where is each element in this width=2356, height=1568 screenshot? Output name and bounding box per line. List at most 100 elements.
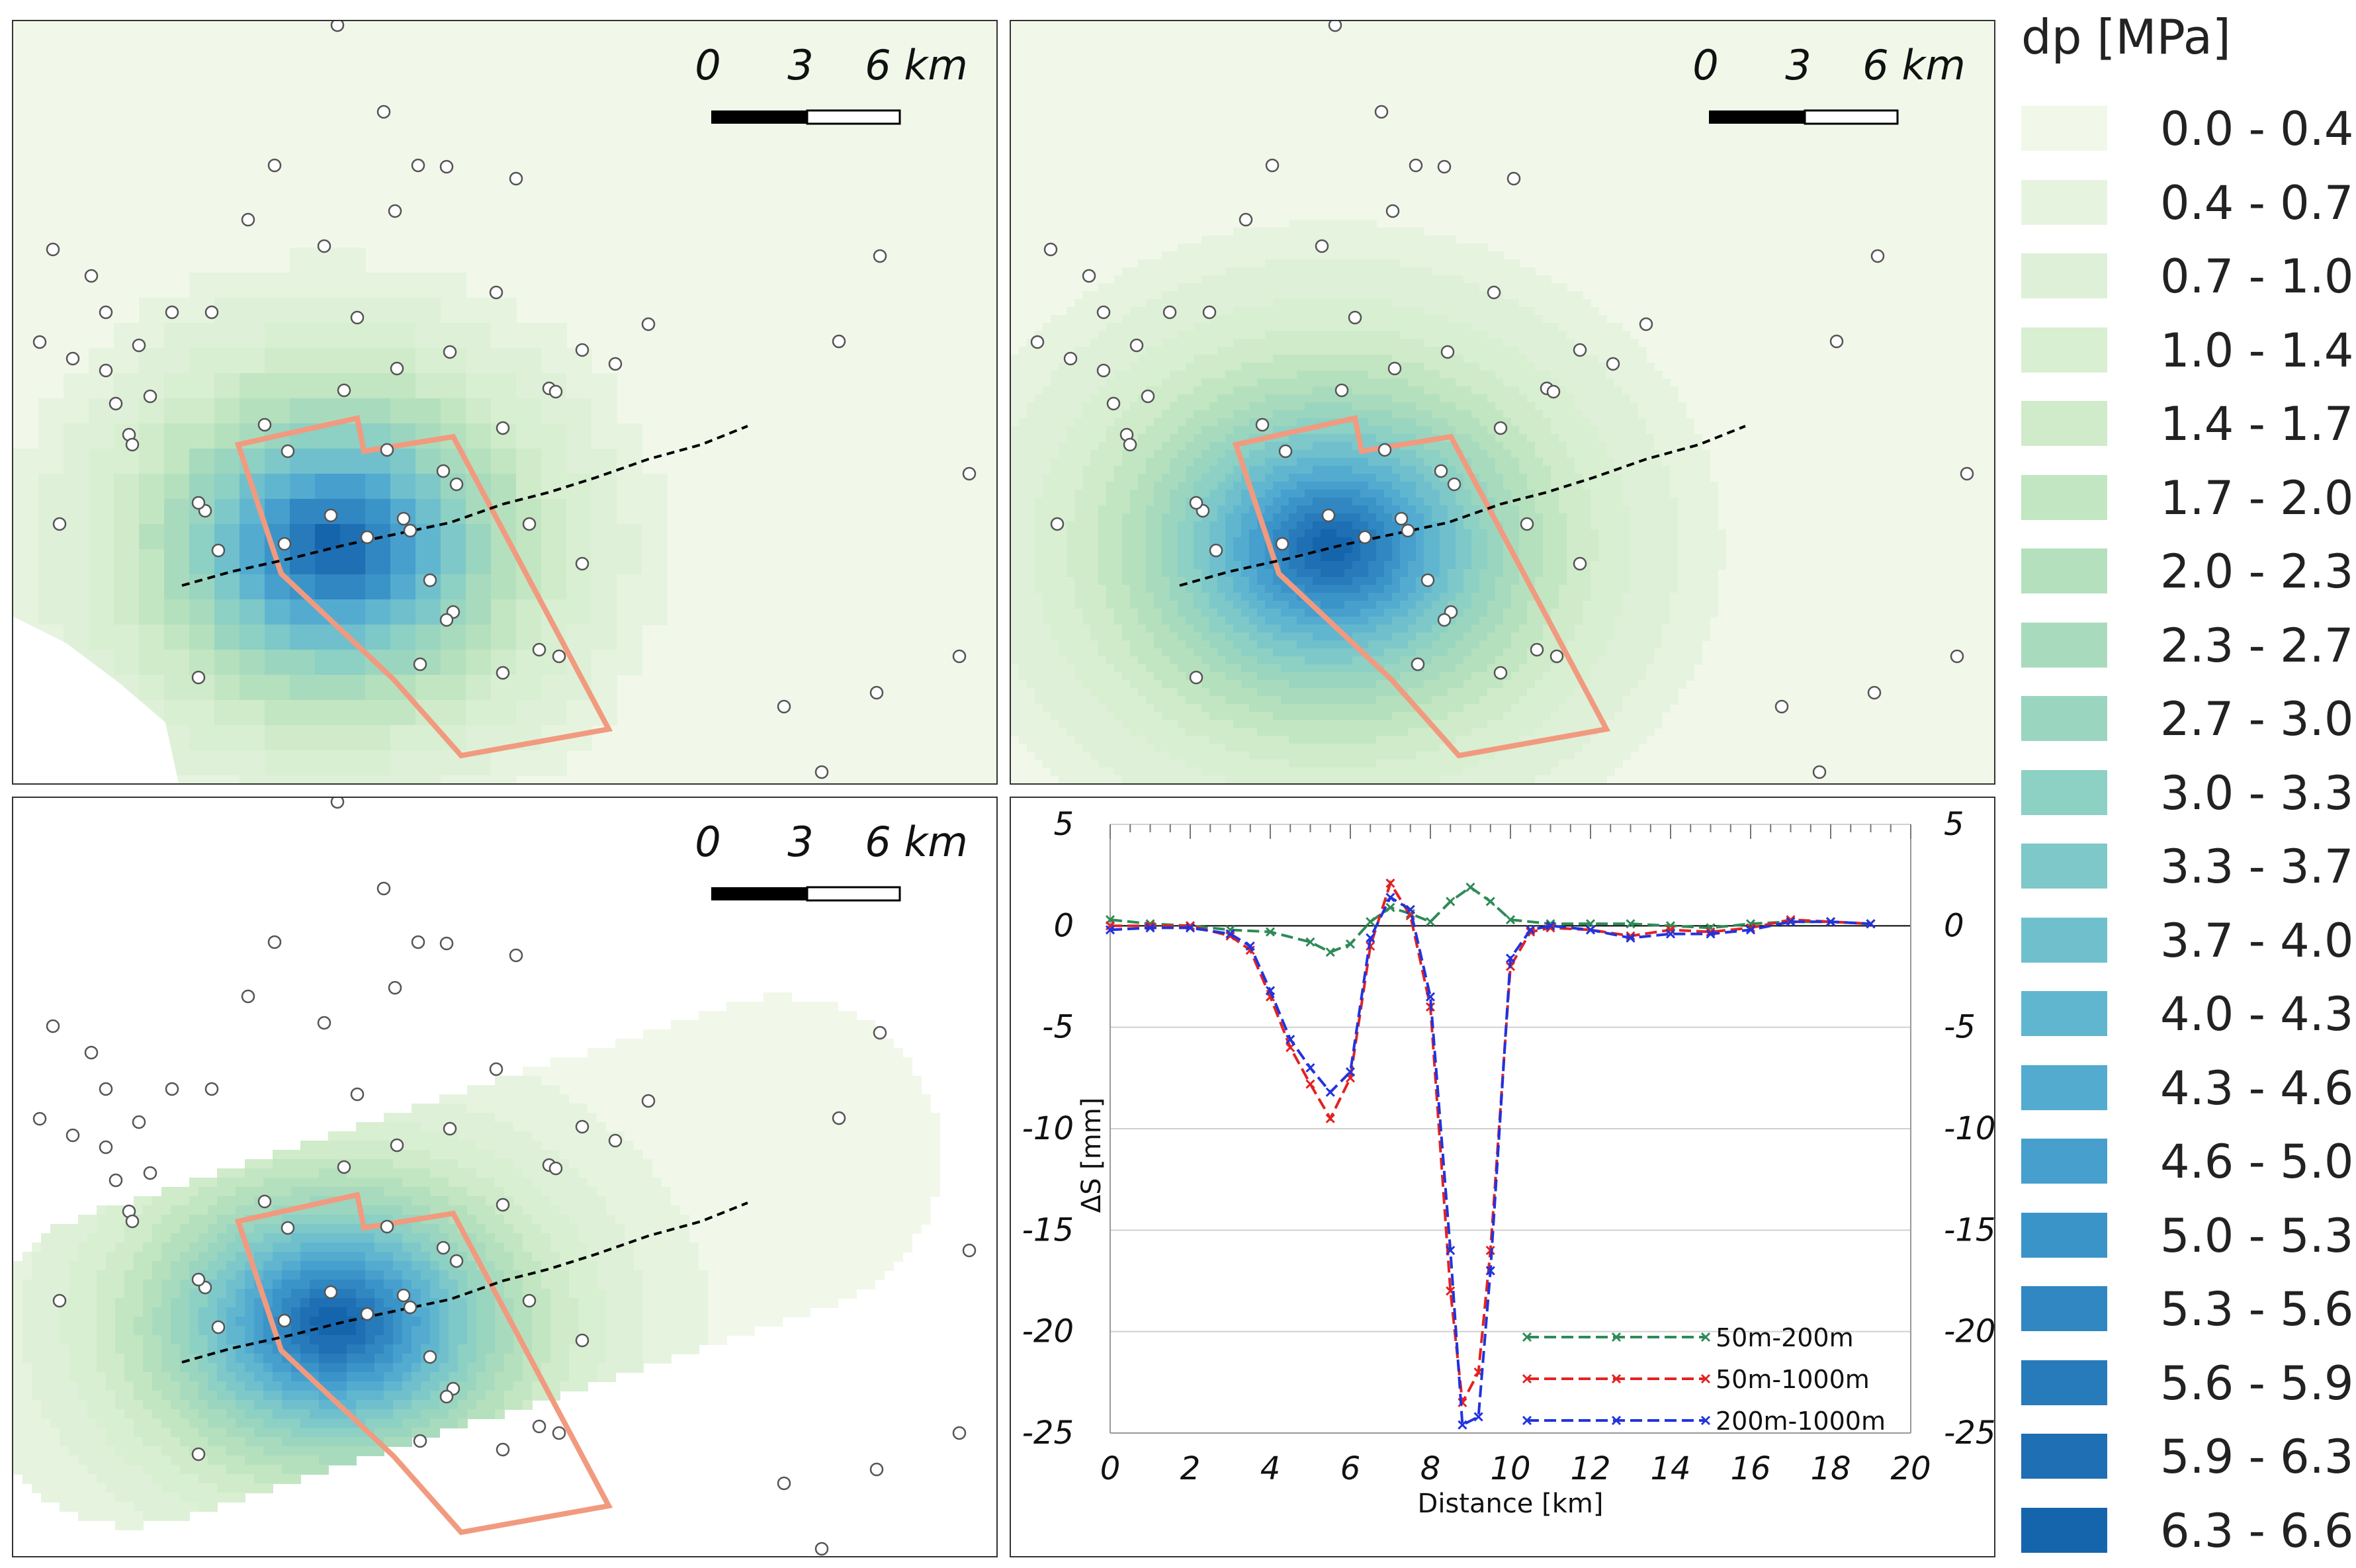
- field-cell: [1471, 275, 1480, 284]
- field-cell: [1535, 513, 1544, 522]
- field-cell: [1122, 394, 1131, 403]
- field-cell: [1495, 458, 1504, 466]
- field-cell: [1011, 466, 1020, 474]
- field-cell: [1583, 410, 1591, 419]
- grid-cell: [189, 449, 215, 474]
- field-cell: [1702, 625, 1710, 633]
- field-cell: [1043, 593, 1051, 601]
- field-cell: [1352, 370, 1361, 379]
- field-cell: [1273, 331, 1282, 339]
- field-cell: [1067, 513, 1075, 522]
- field-cell: [1098, 672, 1107, 681]
- field-cell: [1551, 418, 1559, 427]
- field-cell: [1305, 609, 1313, 617]
- field-cell: [1051, 505, 1059, 514]
- field-cell: [1440, 664, 1448, 673]
- field-cell: [1281, 625, 1289, 633]
- field-cell: [1368, 498, 1377, 506]
- field-cell: [1479, 632, 1488, 641]
- field-cell: [1257, 251, 1266, 260]
- grid-cell: [240, 650, 265, 675]
- field-cell: [1344, 482, 1353, 490]
- field-cell: [1606, 577, 1615, 586]
- field-cell: [1463, 267, 1472, 276]
- field-cell: [1448, 490, 1456, 498]
- field-cell: [1321, 537, 1329, 546]
- field-cell: [1297, 442, 1305, 451]
- grid-cell: [340, 323, 366, 349]
- field-cell: [1201, 617, 1210, 625]
- field-cell: [1138, 370, 1147, 379]
- field-cell: [1456, 347, 1464, 355]
- field-cell: [1368, 243, 1377, 252]
- field-cell: [1614, 625, 1623, 633]
- field-cell: [1043, 640, 1051, 649]
- grid-cell: [315, 775, 341, 783]
- field-cell: [1281, 315, 1289, 324]
- field-cell: [1456, 426, 1464, 435]
- field-cell: [1194, 632, 1202, 641]
- field-cell: [1686, 617, 1694, 625]
- field-cell: [1376, 609, 1385, 617]
- field-cell: [1606, 426, 1615, 435]
- field-cell: [1638, 394, 1647, 403]
- field-cell: [1035, 601, 1043, 609]
- field-cell: [1559, 537, 1567, 546]
- field-cell: [1630, 394, 1639, 403]
- field-cell: [1122, 323, 1131, 331]
- field-cell: [1305, 553, 1313, 562]
- field-cell: [1106, 537, 1115, 546]
- field-cell: [1074, 640, 1083, 649]
- field-cell: [1575, 323, 1583, 331]
- field-cell: [1543, 331, 1551, 339]
- field-cell: [1575, 625, 1583, 633]
- field-cell: [1503, 458, 1512, 466]
- field-cell: [1463, 370, 1472, 379]
- field-cell: [1098, 339, 1107, 347]
- field-cell: [1591, 513, 1599, 522]
- field-cell: [1305, 450, 1313, 458]
- field-cell: [1567, 394, 1575, 403]
- field-cell: [1067, 418, 1075, 427]
- grid-cell: [164, 650, 190, 675]
- field-cell: [1186, 331, 1194, 339]
- field-cell: [1051, 640, 1059, 649]
- field-cell: [1019, 632, 1027, 641]
- field-cell: [1035, 569, 1043, 578]
- field-cell: [1186, 609, 1194, 617]
- field-cell: [1265, 664, 1274, 673]
- field-cell: [1638, 505, 1647, 514]
- field-cell: [1495, 625, 1504, 633]
- field-cell: [1479, 466, 1488, 474]
- field-cell: [1440, 442, 1448, 451]
- field-cell: [1178, 307, 1186, 316]
- field-cell: [1106, 418, 1115, 427]
- field-cell: [1408, 323, 1417, 331]
- field-cell: [1106, 545, 1115, 554]
- field-cell: [1289, 625, 1297, 633]
- field-cell: [1646, 593, 1655, 601]
- field-cell: [1392, 299, 1401, 308]
- field-cell: [1463, 505, 1472, 514]
- field-cell: [1662, 410, 1671, 419]
- field-cell: [1527, 537, 1536, 546]
- grid-cell: [214, 323, 240, 349]
- field-cell: [1583, 363, 1591, 371]
- field-cell: [1352, 466, 1361, 474]
- field-cell: [1233, 561, 1242, 570]
- field-cell: [1535, 537, 1544, 546]
- field-cell: [1360, 640, 1369, 649]
- field-cell: [1479, 577, 1488, 586]
- field-cell: [1082, 585, 1091, 593]
- field-cell: [1598, 664, 1607, 673]
- field-cell: [1138, 307, 1147, 316]
- field-cell: [1186, 585, 1194, 593]
- field-cell: [1289, 601, 1297, 609]
- field-cell: [1432, 537, 1440, 546]
- field-cell: [1297, 220, 1305, 228]
- field-cell: [1416, 259, 1424, 268]
- field-cell: [1313, 513, 1321, 522]
- field-cell: [1495, 410, 1504, 419]
- field-cell: [1130, 394, 1139, 403]
